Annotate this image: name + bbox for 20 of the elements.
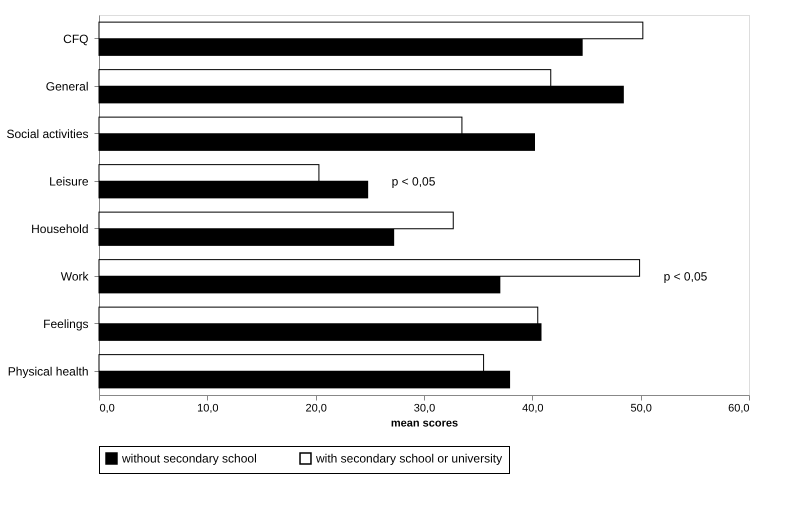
x-axis-title: mean scores [390,418,458,430]
x-tick-label: 30,0 [414,402,436,414]
y-tick-label: Work [60,269,90,284]
annotation: p < 0,05 [664,269,708,284]
x-tick-label: 20,0 [305,402,327,414]
y-tick-label: Feelings [43,316,88,331]
y-tick-label: Social activities [6,126,88,141]
x-tick-label: 50,0 [630,402,652,414]
x-tick-label: 0,0 [100,402,115,414]
annotation: p < 0,05 [392,174,436,188]
y-tick-label: General [46,79,88,94]
legend-label: without secondary school [121,452,257,466]
y-tick-label: Leisure [49,174,89,188]
y-tick-label: Physical health [8,364,88,378]
y-tick-label: CFQ [63,32,88,46]
legend-label: with secondary school or university [315,452,502,466]
y-tick-label: Household [31,222,88,236]
x-tick-label: 40,0 [522,402,544,414]
x-tick-label: 60,0 [728,402,750,414]
x-tick-label: 10,0 [197,402,219,414]
